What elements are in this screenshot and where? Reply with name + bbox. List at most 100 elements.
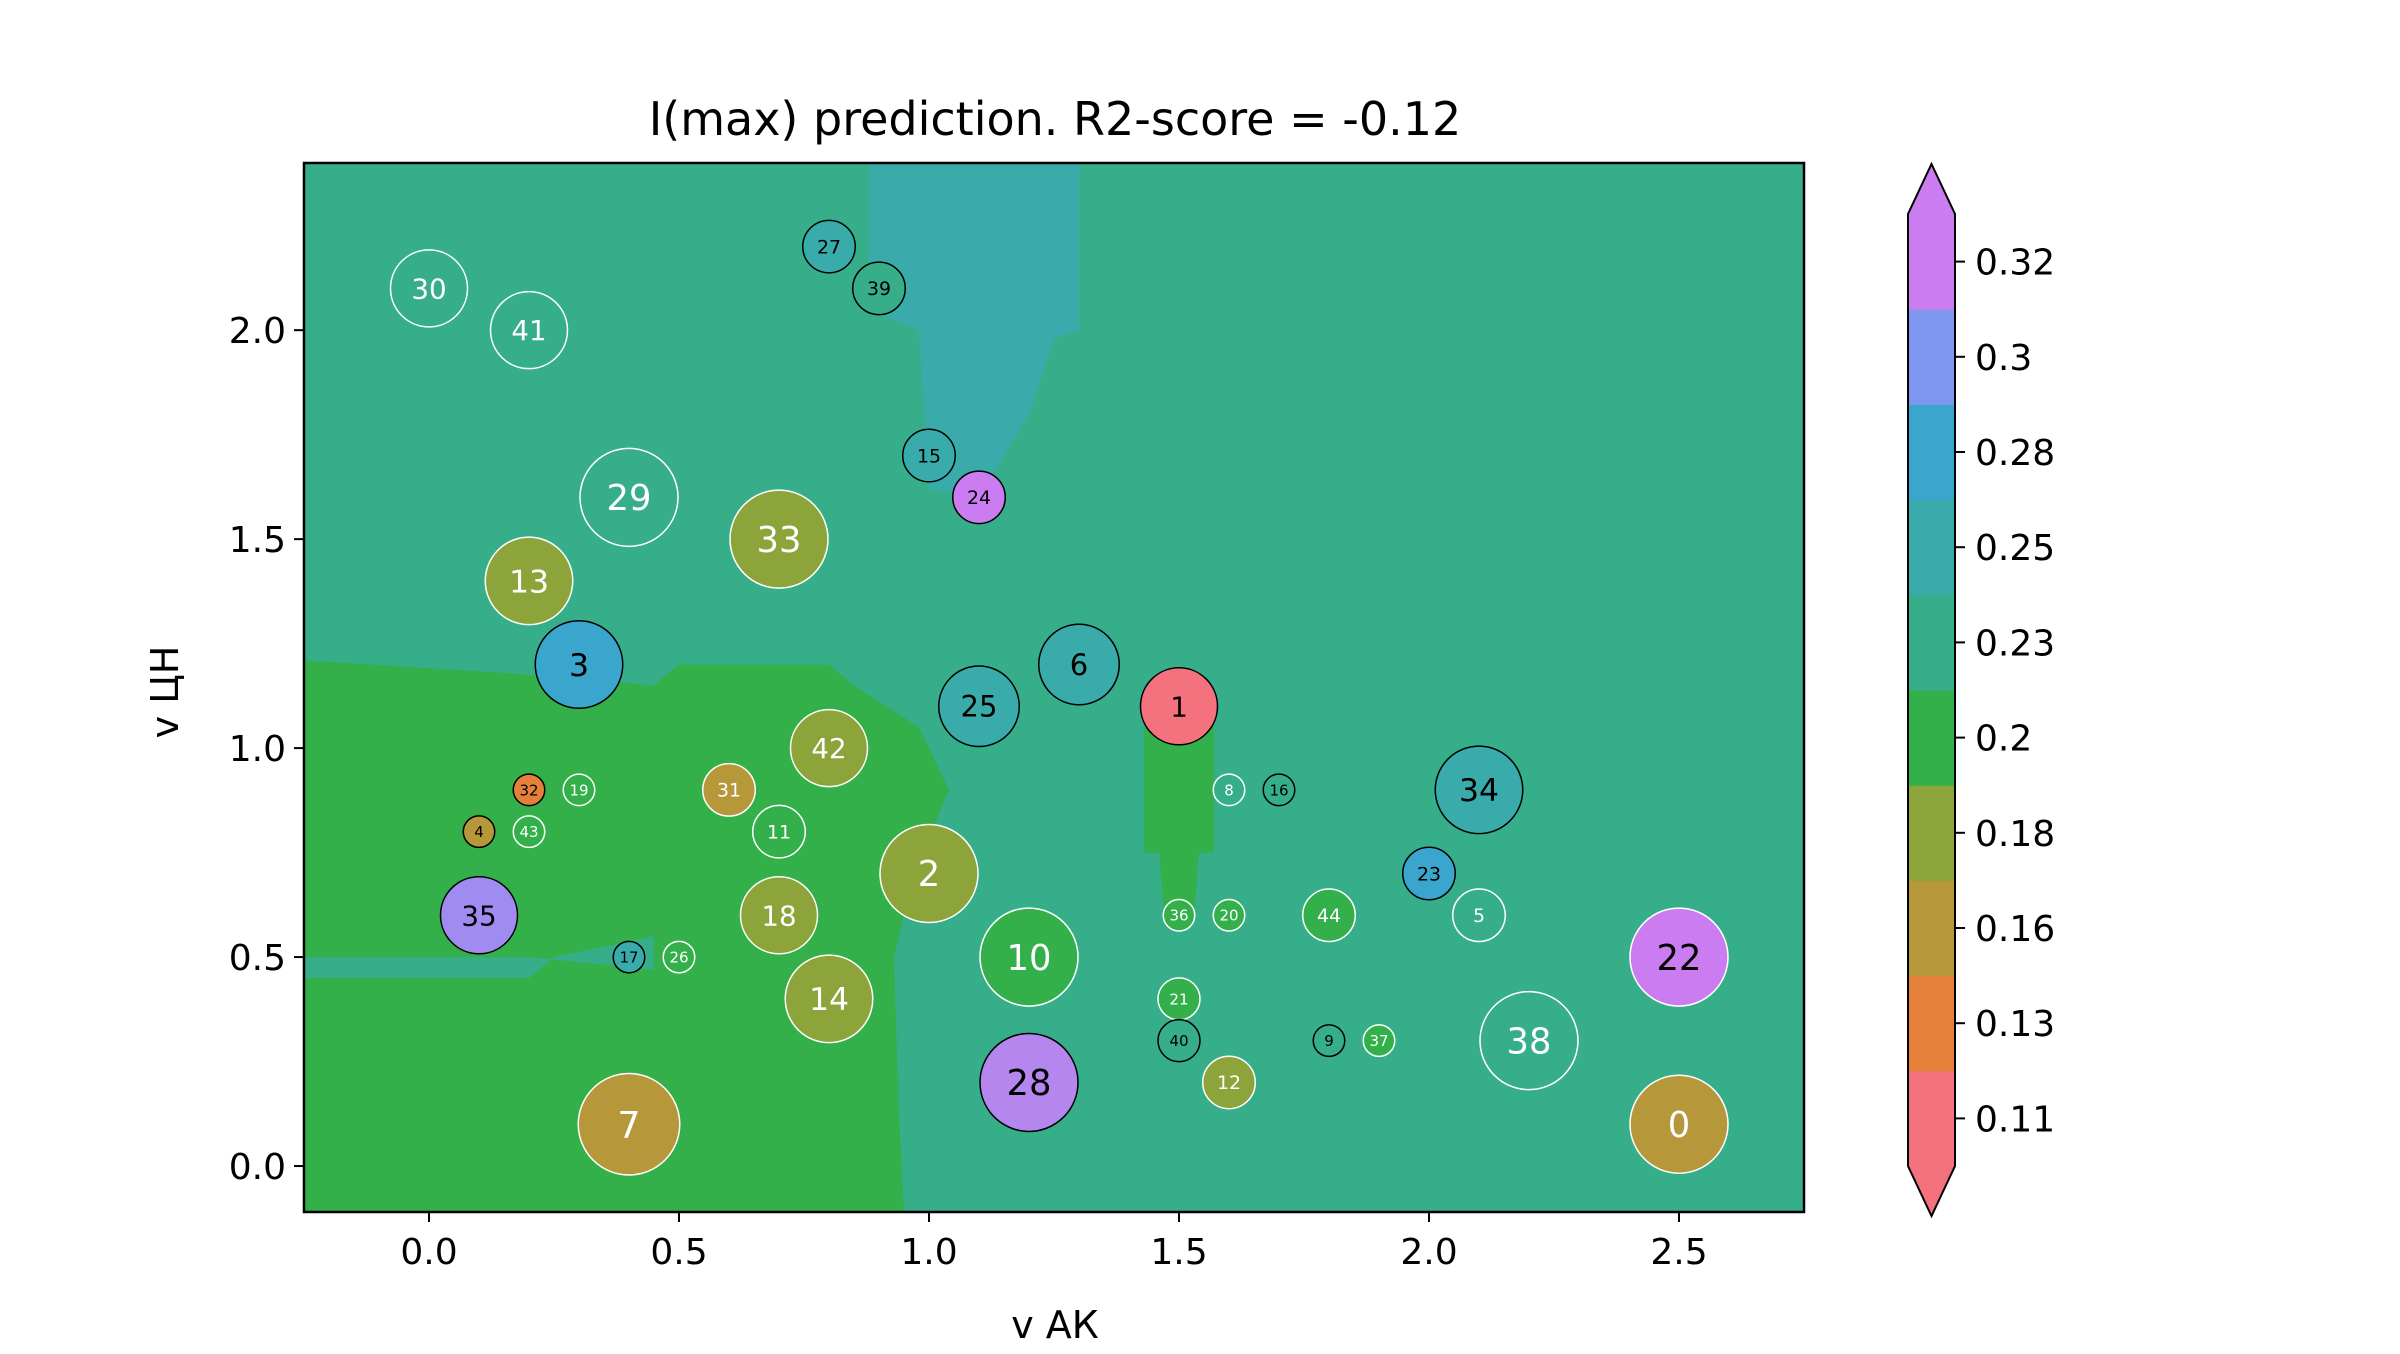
point-4: 4: [462, 815, 496, 849]
point-37: 37: [1362, 1024, 1396, 1058]
point-39: 39: [852, 261, 906, 316]
point-label: 30: [411, 272, 446, 305]
point-marker: [562, 773, 596, 807]
colorbar-extend-bottom: [1908, 1166, 1955, 1216]
point-marker: [489, 290, 569, 370]
point-marker: [729, 489, 829, 589]
point-marker: [1362, 1024, 1396, 1058]
point-marker: [1629, 907, 1729, 1007]
point-43: 43: [512, 815, 546, 849]
point-6: 6: [1038, 623, 1120, 706]
y-axis: 0.0 0.5 1.0 1.5 2.0: [229, 311, 304, 1188]
point-19: 19: [562, 773, 596, 807]
colorbar-segment: [1908, 404, 1955, 501]
surface-region-2: [304, 660, 949, 1212]
point-marker: [662, 940, 696, 974]
x-tick-label: 2.5: [1650, 1232, 1707, 1273]
point-marker: [979, 907, 1079, 1007]
point-5: 5: [1452, 888, 1506, 943]
point-label: 2: [918, 854, 940, 895]
point-20: 20: [1212, 898, 1246, 932]
colorbar-tick-label: 0.32: [1975, 243, 2055, 284]
colorbar-segment: [1908, 594, 1955, 691]
point-label: 4: [474, 823, 484, 841]
point-label: 11: [767, 821, 791, 843]
colorbar-tick-label: 0.13: [1975, 1004, 2055, 1045]
point-label: 24: [967, 487, 991, 509]
x-tick-label: 1.0: [900, 1232, 957, 1273]
point-label: 19: [569, 781, 588, 799]
colorbar-segment: [1908, 880, 1955, 977]
point-marker: [1212, 773, 1246, 807]
y-tick-label: 2.0: [229, 311, 286, 352]
colorbar-tick-label: 0.18: [1975, 814, 2055, 855]
point-marker: [462, 815, 496, 849]
point-25: 25: [938, 665, 1020, 748]
point-label: 31: [717, 780, 741, 802]
point-27: 27: [802, 219, 856, 274]
point-label: 18: [761, 899, 796, 932]
colorbar-segment: [1908, 309, 1955, 405]
point-22: 22: [1629, 907, 1729, 1007]
colorbar-outline: [1907, 161, 1956, 1219]
colorbar-tick-label: 0.11: [1975, 1099, 2055, 1140]
point-label: 28: [1007, 1063, 1052, 1104]
point-label: 21: [1169, 990, 1188, 1008]
point-29: 29: [579, 447, 679, 548]
colorbar-tick-label: 0.3: [1975, 338, 2032, 379]
point-44: 44: [1302, 888, 1356, 943]
point-24: 24: [952, 470, 1006, 525]
point-marker: [1402, 846, 1456, 901]
point-marker: [1162, 898, 1196, 932]
point-label: 14: [809, 982, 849, 1018]
colorbar-tick-label: 0.16: [1975, 909, 2055, 950]
point-marker: [389, 249, 469, 328]
point-28: 28: [979, 1032, 1079, 1133]
point-marker: [879, 823, 979, 924]
point-marker: [579, 447, 679, 548]
point-label: 8: [1224, 781, 1234, 799]
y-tick-label: 0.0: [229, 1147, 286, 1188]
point-marker: [789, 708, 869, 788]
point-marker: [1212, 898, 1246, 932]
point-label: 42: [811, 732, 846, 765]
colorbar-tick-label: 0.2: [1975, 719, 2032, 760]
point-marker: [1629, 1074, 1729, 1174]
point-36: 36: [1162, 898, 1196, 932]
point-40: 40: [1157, 1018, 1201, 1063]
point-16: 16: [1262, 773, 1296, 807]
point-marker: [577, 1072, 681, 1176]
point-marker: [512, 815, 546, 849]
point-23: 23: [1402, 846, 1456, 901]
colorbar-segment: [1908, 499, 1955, 596]
point-2: 2: [879, 823, 979, 924]
point-marker: [739, 876, 819, 955]
y-tick-label: 1.0: [229, 729, 286, 770]
scatter-points: 0123456789101112131415161718192021222324…: [389, 219, 1729, 1176]
point-35: 35: [439, 876, 519, 955]
point-label: 38: [1507, 1021, 1552, 1062]
point-14: 14: [784, 954, 874, 1044]
point-12: 12: [1202, 1055, 1256, 1110]
point-10: 10: [979, 907, 1079, 1007]
point-33: 33: [729, 489, 829, 589]
colorbar-tick-label: 0.25: [1975, 528, 2055, 569]
point-label: 17: [619, 948, 638, 966]
point-label: 23: [1417, 863, 1441, 885]
point-marker: [1157, 1018, 1201, 1063]
point-label: 35: [461, 899, 496, 932]
point-label: 26: [669, 948, 688, 966]
point-41: 41: [489, 290, 569, 370]
point-marker: [534, 620, 624, 710]
colorbar-extend-top: [1908, 164, 1955, 214]
y-tick-label: 1.5: [229, 520, 286, 561]
point-marker: [1312, 1024, 1346, 1058]
point-label: 15: [917, 445, 941, 467]
point-label: 25: [961, 690, 998, 724]
point-1: 1: [1139, 667, 1219, 746]
point-label: 0: [1668, 1105, 1690, 1146]
point-marker: [902, 428, 956, 483]
surface-region-1: [869, 163, 1079, 498]
